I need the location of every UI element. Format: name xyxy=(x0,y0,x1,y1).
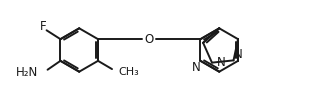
Text: N: N xyxy=(192,61,201,74)
Text: F: F xyxy=(40,20,47,33)
Text: N: N xyxy=(216,56,225,69)
Text: O: O xyxy=(145,33,154,46)
Text: H₂N: H₂N xyxy=(16,66,38,79)
Text: N: N xyxy=(234,48,243,61)
Text: CH₃: CH₃ xyxy=(118,67,139,77)
